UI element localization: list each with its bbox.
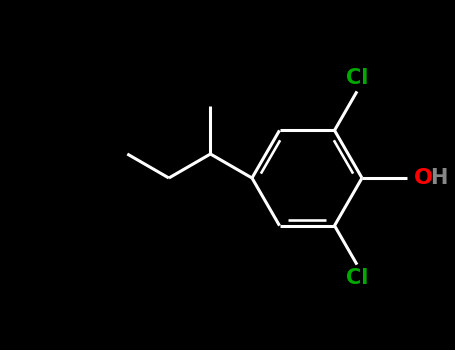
Text: H: H (430, 168, 447, 188)
Text: Cl: Cl (346, 68, 368, 89)
Text: Cl: Cl (346, 268, 368, 288)
Text: O: O (414, 168, 433, 188)
